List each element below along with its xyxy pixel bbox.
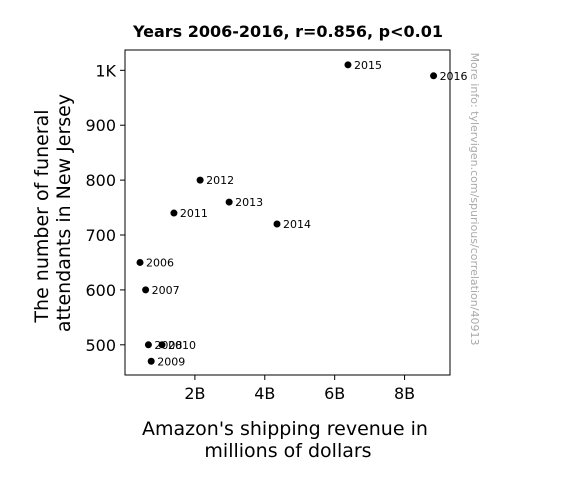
y-tick-label: 800 [85,171,116,190]
data-point [136,258,144,266]
source-watermark: More info: tylervigen.com/spurious/corre… [468,53,481,346]
data-point-label: 2011 [180,207,208,220]
data-point-label: 2012 [206,174,234,187]
x-tick-label: 6B [324,384,345,403]
data-point-label: 2015 [354,59,382,72]
data-point [273,220,281,228]
x-tick-label: 4B [254,384,275,403]
data-point [170,209,178,217]
data-point-label: 2010 [168,339,196,352]
x-axis-ticks: 2B 4B 6B 8B [184,375,415,403]
x-axis-label: Amazon's shipping revenue in millions of… [142,418,434,462]
x-axis-label-line-1: Amazon's shipping revenue in [142,418,428,440]
chart-title: Years 2006-2016, r=0.856, p<0.01 [132,22,443,41]
x-tick-label: 8B [394,384,415,403]
plot-area [124,49,451,376]
data-point-label: 2013 [235,196,263,209]
data-point-label: 2016 [440,70,468,83]
x-axis-label-line-2: millions of dollars [204,440,371,462]
data-point-label: 2009 [157,355,185,368]
data-point [142,286,150,294]
data-point [430,72,438,80]
y-tick-label: 1K [95,61,116,80]
data-point [158,341,166,349]
data-point [225,198,233,206]
data-point [344,61,352,69]
data-point [196,176,204,184]
y-tick-label: 700 [85,226,116,245]
y-tick-label: 500 [85,336,116,355]
data-point-label: 2014 [283,218,311,231]
y-tick-label: 900 [85,116,116,135]
y-tick-label: 600 [85,281,116,300]
y-axis-ticks: 500 600 700 800 900 1K [85,61,125,355]
y-axis-label: The number of funeral attendants in New … [31,94,75,332]
y-axis-label-line-1: The number of funeral [31,109,53,323]
y-axis-label-line-2: attendants in New Jersey [53,94,75,332]
data-point [144,341,152,349]
data-point-label: 2006 [146,256,174,269]
data-point-label: 2007 [152,284,180,297]
x-tick-label: 2B [184,384,205,403]
data-point [147,357,155,365]
data-points: 2006200720082009201020112012201320142015… [136,59,468,368]
